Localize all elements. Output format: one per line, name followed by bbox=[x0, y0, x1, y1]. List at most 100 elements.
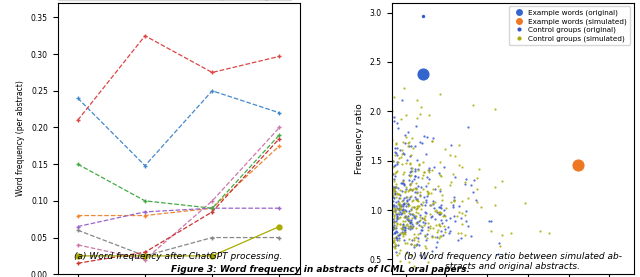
Control groups (original) bbox=[388, 219, 399, 224]
Control groups (simulated) bbox=[437, 198, 447, 202]
Control groups (original) bbox=[387, 220, 397, 224]
Control groups (original) bbox=[397, 204, 408, 208]
Control groups (simulated) bbox=[387, 207, 397, 211]
Control groups (original) bbox=[383, 243, 393, 247]
Line: crucial: crucial bbox=[76, 143, 282, 218]
Control groups (original) bbox=[390, 228, 401, 233]
Control groups (simulated) bbox=[394, 216, 404, 220]
Control groups (original) bbox=[390, 163, 400, 167]
Control groups (original) bbox=[397, 227, 408, 231]
Control groups (simulated) bbox=[396, 247, 406, 252]
Control groups (simulated) bbox=[472, 200, 482, 205]
Control groups (simulated) bbox=[388, 191, 399, 195]
Control groups (original) bbox=[406, 222, 417, 226]
Control groups (original) bbox=[407, 226, 417, 230]
Control groups (simulated) bbox=[385, 238, 396, 243]
Control groups (simulated) bbox=[397, 147, 408, 152]
enhance bbox=[209, 210, 216, 214]
Control groups (original) bbox=[381, 211, 392, 216]
Control groups (simulated) bbox=[457, 199, 467, 204]
Control groups (original) bbox=[391, 185, 401, 189]
Control groups (original) bbox=[408, 212, 418, 217]
Control groups (simulated) bbox=[388, 189, 399, 194]
Control groups (simulated) bbox=[408, 204, 419, 209]
Control groups (original) bbox=[394, 212, 404, 216]
Control groups (simulated) bbox=[397, 161, 408, 166]
Control groups (simulated) bbox=[412, 191, 422, 196]
Control groups (original) bbox=[471, 198, 481, 203]
Control groups (simulated) bbox=[420, 243, 431, 248]
Control groups (original) bbox=[383, 204, 393, 209]
Control groups (simulated) bbox=[394, 201, 404, 206]
Control groups (original) bbox=[402, 250, 412, 254]
Control groups (simulated) bbox=[431, 223, 441, 227]
Control groups (original) bbox=[394, 236, 404, 240]
Control groups (original) bbox=[404, 154, 415, 159]
Control groups (original) bbox=[417, 140, 427, 145]
Control groups (original) bbox=[427, 249, 437, 253]
Control groups (simulated) bbox=[381, 239, 392, 243]
Control groups (simulated) bbox=[381, 192, 392, 197]
Control groups (original) bbox=[383, 94, 393, 99]
Control groups (original) bbox=[392, 229, 402, 234]
Control groups (simulated) bbox=[381, 175, 391, 179]
Control groups (original) bbox=[394, 232, 404, 237]
Control groups (simulated) bbox=[394, 207, 404, 211]
Control groups (simulated) bbox=[441, 206, 451, 211]
Control groups (simulated) bbox=[401, 251, 412, 255]
Control groups (simulated) bbox=[388, 212, 399, 217]
Control groups (original) bbox=[417, 228, 428, 232]
Control groups (simulated) bbox=[383, 147, 394, 152]
Control groups (original) bbox=[387, 228, 397, 232]
Control groups (simulated) bbox=[418, 200, 428, 204]
Control groups (original) bbox=[385, 193, 396, 197]
Control groups (original) bbox=[394, 206, 404, 210]
Control groups (original) bbox=[415, 140, 425, 145]
Control groups (simulated) bbox=[403, 204, 413, 208]
Control groups (simulated) bbox=[422, 221, 433, 225]
Control groups (simulated) bbox=[490, 203, 500, 207]
Control groups (simulated) bbox=[385, 148, 395, 153]
Control groups (simulated) bbox=[438, 214, 448, 218]
Control groups (original) bbox=[392, 161, 403, 166]
Line: effectively: effectively bbox=[76, 132, 282, 211]
Control groups (simulated) bbox=[438, 224, 449, 228]
Control groups (simulated) bbox=[434, 236, 444, 240]
Control groups (simulated) bbox=[415, 190, 425, 194]
Control groups (original) bbox=[390, 191, 400, 195]
additionally bbox=[74, 119, 82, 122]
Control groups (simulated) bbox=[381, 192, 391, 196]
crucial bbox=[74, 214, 82, 217]
Control groups (simulated) bbox=[434, 222, 444, 226]
Control groups (simulated) bbox=[423, 168, 433, 173]
Control groups (simulated) bbox=[384, 208, 394, 212]
Control groups (simulated) bbox=[416, 104, 426, 109]
Control groups (simulated) bbox=[416, 224, 426, 228]
Control groups (original) bbox=[405, 170, 415, 174]
Control groups (original) bbox=[392, 232, 403, 237]
Control groups (simulated) bbox=[423, 180, 433, 185]
Control groups (original) bbox=[387, 184, 397, 188]
Control groups (simulated) bbox=[387, 209, 397, 214]
additionally bbox=[209, 71, 216, 74]
Control groups (original) bbox=[396, 232, 406, 237]
Control groups (simulated) bbox=[388, 245, 399, 249]
Control groups (simulated) bbox=[410, 186, 420, 190]
Control groups (original) bbox=[384, 209, 394, 213]
Control groups (original) bbox=[397, 189, 407, 194]
Control groups (simulated) bbox=[436, 173, 446, 178]
Control groups (simulated) bbox=[429, 234, 440, 239]
Control groups (original) bbox=[436, 206, 446, 211]
Control groups (original) bbox=[392, 238, 403, 242]
Control groups (original) bbox=[392, 216, 403, 220]
Control groups (original) bbox=[401, 187, 412, 191]
Control groups (original) bbox=[486, 219, 497, 223]
Control groups (original) bbox=[410, 213, 420, 218]
Control groups (original) bbox=[456, 236, 466, 240]
Control groups (original) bbox=[385, 204, 396, 209]
Control groups (original) bbox=[381, 205, 392, 210]
Control groups (simulated) bbox=[383, 240, 393, 245]
Control groups (simulated) bbox=[387, 194, 397, 198]
effectively bbox=[209, 207, 216, 210]
Control groups (original) bbox=[403, 226, 413, 230]
